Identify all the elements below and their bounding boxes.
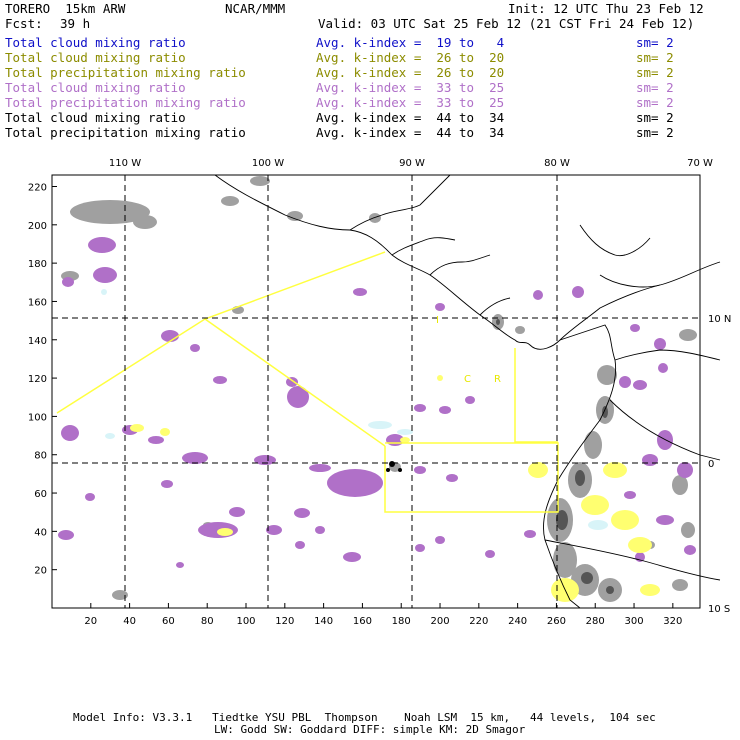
lon-label: 70 W (687, 158, 713, 169)
legend-sm: sm= 2 (636, 50, 674, 65)
x-tick-label: 280 (586, 616, 605, 627)
annotation-label: R (494, 374, 501, 385)
fcst-label: Fcst: (5, 16, 43, 31)
legend-kindex: Avg. k-index = 19 to 4 (316, 35, 505, 50)
x-tick-label: 100 (236, 616, 255, 627)
purple-precip-patches (58, 237, 696, 568)
x-axis-tick-labels: 20 40 60 80 100 120 140 160 180 200 220 240 260 280 30… (84, 616, 682, 627)
y-tick-label: 40 (34, 527, 47, 538)
x-tick-label: 40 (123, 616, 136, 627)
y-tick-label: 200 (28, 221, 47, 232)
init-time: Init: 12 UTC Thu 23 Feb 12 (508, 1, 704, 16)
x-tick-label: 260 (547, 616, 566, 627)
lon-label: 100 W (252, 158, 284, 169)
x-tick-label: 20 (84, 616, 97, 627)
legend-kindex: Avg. k-index = 26 to 20 (316, 50, 505, 65)
x-tick-label: 60 (162, 616, 175, 627)
y-tick-label: 140 (28, 336, 47, 347)
lon-label: 110 W (109, 158, 141, 169)
legend-field: Total cloud mixing ratio (5, 35, 186, 50)
legend-field: Total cloud mixing ratio (5, 110, 186, 125)
legend-kindex: Avg. k-index = 33 to 25 (316, 80, 505, 95)
longitude-labels: 110 W 100 W 90 W 80 W 70 W (109, 158, 713, 169)
legend-sm: sm= 2 (636, 95, 674, 110)
y-tick-label: 160 (28, 297, 47, 308)
fcst-value: 39 h (60, 16, 91, 31)
subdomain-outlines (56, 251, 559, 513)
legend-sm: sm= 2 (636, 80, 674, 95)
y-tick-label: 60 (34, 489, 47, 500)
x-tick-label: 140 (314, 616, 333, 627)
x-tick-label: 320 (663, 616, 682, 627)
legend-field: Total cloud mixing ratio (5, 50, 186, 65)
legend-sm: sm= 2 (636, 65, 674, 80)
legend-field: Total cloud mixing ratio (5, 80, 186, 95)
legend-field: Total precipitation mixing ratio (5, 95, 246, 110)
dark-cloud-cores (496, 319, 614, 594)
legend-sm: sm= 2 (636, 125, 674, 140)
legend-field: Total precipitation mixing ratio (5, 125, 246, 140)
lat-label: 0 (708, 459, 714, 470)
y-tick-label: 220 (28, 182, 47, 193)
org-label: NCAR/MMM (225, 1, 286, 16)
latitude-labels: 10 N 0 10 S (708, 314, 731, 615)
y-tick-label: 20 (34, 566, 47, 577)
lon-label: 90 W (399, 158, 425, 169)
legend-sm: sm= 2 (636, 110, 674, 125)
footer-physics-info: LW: Godd SW: Goddard DIFF: simple KM: 2D… (214, 723, 526, 736)
gray-cloud-patches (61, 176, 697, 602)
model-title: TORERO 15km ARW (5, 1, 126, 16)
yellow-precip-patches (130, 375, 660, 602)
x-tick-label: 220 (469, 616, 488, 627)
x-tick-label: 160 (353, 616, 372, 627)
x-tick-label: 120 (275, 616, 294, 627)
lon-label: 80 W (544, 158, 570, 169)
x-tick-label: 180 (392, 616, 411, 627)
x-tick-label: 240 (508, 616, 527, 627)
axis-ticks (52, 185, 674, 608)
cyan-cloud-patches (101, 289, 608, 530)
region-annotations: I C R (436, 315, 501, 385)
x-tick-label: 200 (430, 616, 449, 627)
map-frame (51, 174, 701, 609)
y-tick-label: 120 (28, 374, 47, 385)
y-tick-label: 80 (34, 451, 47, 462)
legend-kindex: Avg. k-index = 26 to 20 (316, 65, 505, 80)
lat-label: 10 N (708, 314, 731, 325)
y-tick-label: 100 (28, 412, 47, 423)
legend-kindex: Avg. k-index = 44 to 34 (316, 110, 505, 125)
y-tick-label: 180 (28, 259, 47, 270)
legend-kindex: Avg. k-index = 44 to 34 (316, 125, 505, 140)
legend-sm: sm= 2 (636, 35, 674, 50)
lat-label: 10 S (708, 604, 730, 615)
annotation-label: I (436, 315, 439, 326)
legend-kindex: Avg. k-index = 33 to 25 (316, 95, 505, 110)
valid-time: Valid: 03 UTC Sat 25 Feb 12 (21 CST Fri … (318, 16, 695, 31)
annotation-label: C (464, 374, 471, 385)
x-tick-label: 300 (624, 616, 643, 627)
footer-model-info: Model Info: V3.3.1 Tiedtke YSU PBL Thomp… (73, 711, 656, 724)
y-axis-tick-labels: 220 200 180 160 140 120 100 80 60 40 20 (28, 182, 47, 576)
lat-lon-grid (52, 175, 700, 608)
x-tick-label: 80 (201, 616, 214, 627)
legend-field: Total precipitation mixing ratio (5, 65, 246, 80)
coastline (214, 174, 721, 609)
